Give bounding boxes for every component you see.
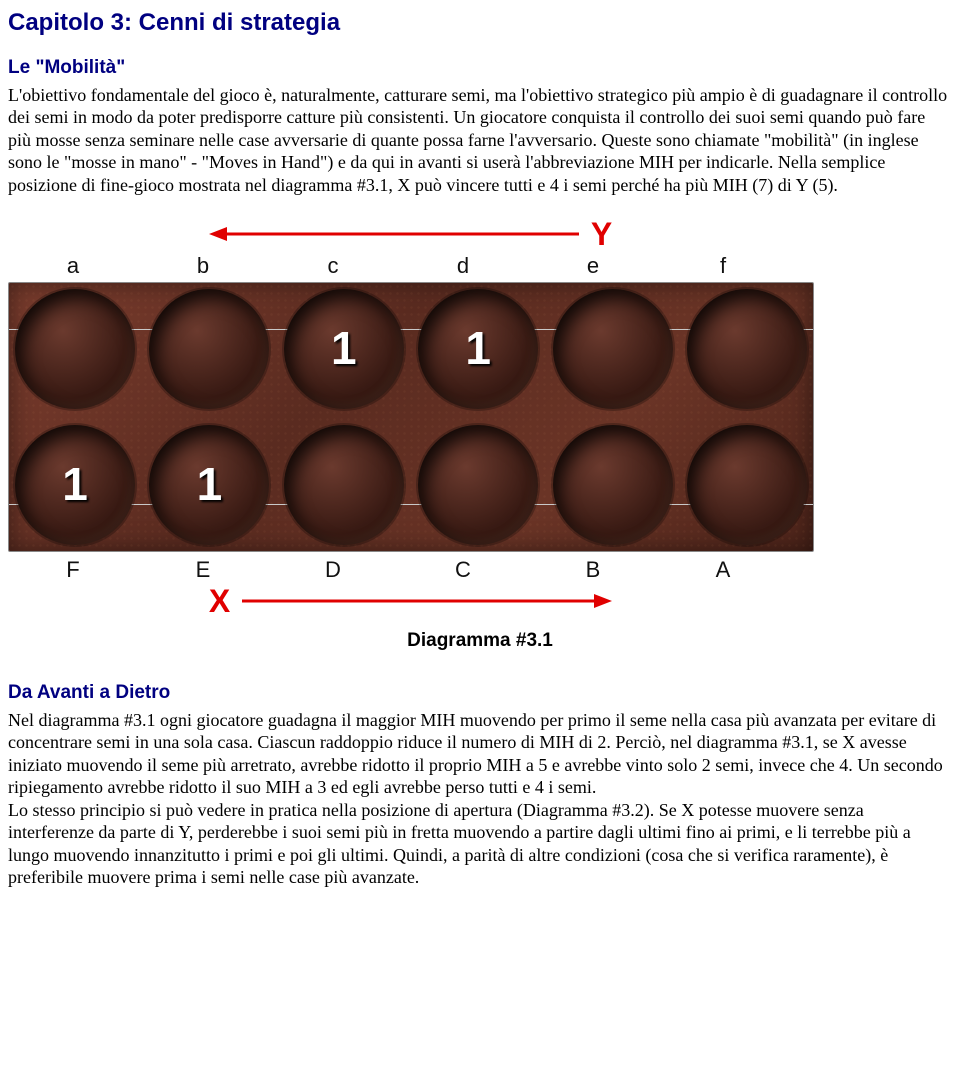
col-label-a: a	[8, 252, 138, 280]
col-label-B: B	[528, 556, 658, 584]
pit-y-a	[15, 289, 135, 409]
pit-x-B	[553, 425, 673, 545]
col-label-c: c	[268, 252, 398, 280]
bottom-column-labels: F E D C B A	[8, 556, 813, 584]
seed-count: 1	[62, 456, 88, 514]
section-body-avanti-dietro: Nel diagramma #3.1 ogni giocatore guadag…	[8, 709, 952, 889]
seed-count: 1	[465, 320, 491, 378]
section-heading-avanti-dietro: Da Avanti a Dietro	[8, 681, 952, 705]
pit-y-b	[149, 289, 269, 409]
diagram-caption: Diagramma #3.1	[8, 629, 952, 653]
pit-y-d: 1	[418, 289, 538, 409]
top-column-labels: a b c d e f	[8, 252, 813, 280]
section-body-mobilita: L'obiettivo fondamentale del gioco è, na…	[8, 84, 952, 197]
col-label-C: C	[398, 556, 528, 584]
top-direction-row: Y	[8, 214, 813, 254]
player-x-label: X	[209, 581, 230, 621]
pit-x-E: 1	[149, 425, 269, 545]
col-label-A: A	[658, 556, 788, 584]
seed-count: 1	[197, 456, 223, 514]
mancala-board: 1 1 1 1	[8, 282, 814, 552]
arrow-left-icon	[209, 225, 579, 243]
pit-y-e	[553, 289, 673, 409]
pit-x-C	[418, 425, 538, 545]
col-label-b: b	[138, 252, 268, 280]
pit-x-F: 1	[15, 425, 135, 545]
col-label-d: d	[398, 252, 528, 280]
pit-row-top: 1 1	[15, 289, 807, 409]
pit-x-D	[284, 425, 404, 545]
diagram-3-1: Y a b c d e f 1 1 1 1 F E D	[8, 214, 813, 621]
seed-count: 1	[331, 320, 357, 378]
col-label-e: e	[528, 252, 658, 280]
col-label-E: E	[138, 556, 268, 584]
arrow-right-icon	[242, 592, 612, 610]
section-heading-mobilita: Le "Mobilità"	[8, 56, 952, 80]
chapter-title: Capitolo 3: Cenni di strategia	[8, 8, 952, 38]
col-label-f: f	[658, 252, 788, 280]
col-label-F: F	[8, 556, 138, 584]
player-y-label: Y	[591, 214, 612, 254]
pit-row-bottom: 1 1	[15, 425, 807, 545]
pit-y-c: 1	[284, 289, 404, 409]
col-label-D: D	[268, 556, 398, 584]
pit-x-A	[687, 425, 807, 545]
bottom-direction-row: X	[8, 581, 813, 621]
pit-y-f	[687, 289, 807, 409]
